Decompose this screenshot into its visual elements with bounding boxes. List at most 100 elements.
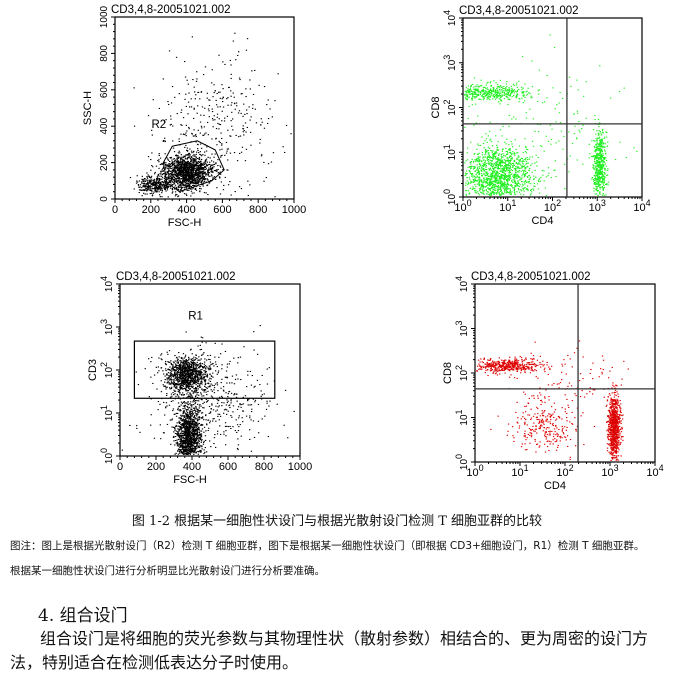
dot — [510, 85, 512, 87]
dot — [177, 155, 179, 157]
dot — [198, 156, 201, 158]
dot — [149, 185, 152, 187]
dot — [492, 173, 494, 175]
dot — [473, 166, 475, 168]
dot — [157, 182, 159, 184]
dot — [188, 189, 190, 191]
dot — [485, 181, 487, 183]
dot — [159, 181, 161, 183]
dot — [492, 180, 494, 182]
dot — [197, 371, 200, 373]
dot — [516, 178, 518, 180]
dot — [205, 150, 208, 152]
dot — [512, 164, 515, 166]
dot — [186, 384, 188, 386]
dot — [500, 185, 502, 187]
dot — [524, 180, 527, 182]
dot — [180, 169, 182, 171]
dot — [166, 185, 168, 187]
dot — [485, 186, 487, 188]
dot — [471, 175, 473, 177]
dot — [509, 170, 511, 172]
dot — [518, 88, 520, 90]
dot — [510, 151, 512, 153]
dot — [508, 178, 510, 180]
dot — [480, 169, 482, 171]
dot — [517, 175, 519, 177]
dot — [171, 161, 174, 163]
dot — [594, 162, 596, 164]
dot — [525, 112, 527, 114]
dot — [164, 185, 166, 187]
dot — [215, 370, 217, 372]
dot — [149, 181, 151, 183]
x-tick-label: 400 — [177, 204, 195, 216]
dot — [205, 163, 207, 165]
dot — [490, 138, 492, 140]
x-tick-label: 1000 — [282, 204, 306, 216]
dot — [186, 180, 188, 182]
dot — [239, 135, 242, 137]
dot — [193, 150, 195, 152]
dot — [496, 188, 498, 190]
dot — [497, 91, 500, 93]
dot — [154, 189, 156, 191]
dot — [175, 161, 178, 163]
dot — [227, 184, 230, 186]
dot — [189, 157, 192, 159]
dot — [154, 186, 156, 188]
dot — [545, 176, 548, 178]
dot — [497, 89, 499, 91]
dot — [182, 173, 185, 175]
dot — [487, 96, 489, 98]
dot — [576, 138, 578, 140]
dot — [494, 91, 497, 93]
dot — [524, 175, 526, 177]
dot — [596, 168, 599, 170]
dot — [533, 179, 535, 181]
dot — [504, 170, 507, 172]
dot — [510, 152, 512, 154]
dot — [178, 138, 180, 140]
dot — [230, 73, 232, 75]
dot — [614, 159, 617, 161]
dot — [545, 135, 547, 137]
dot — [180, 133, 182, 135]
dot — [139, 186, 141, 188]
dot — [205, 173, 207, 175]
dot — [195, 141, 197, 143]
dot — [595, 177, 597, 179]
dot — [193, 86, 195, 88]
dot — [176, 186, 178, 188]
dot — [497, 172, 499, 174]
dot — [192, 177, 194, 179]
dot — [494, 172, 496, 174]
dot — [596, 188, 598, 190]
dot — [597, 163, 599, 165]
dot — [571, 143, 574, 145]
dot — [203, 171, 205, 173]
dot — [501, 159, 503, 161]
dot — [169, 160, 171, 162]
dot — [497, 175, 499, 177]
dot — [598, 183, 600, 185]
dot — [604, 173, 606, 175]
dot — [526, 90, 528, 92]
dot — [149, 180, 152, 182]
dot — [515, 163, 517, 165]
dot — [486, 183, 489, 185]
dot — [466, 99, 469, 101]
dot — [516, 167, 518, 169]
dot — [159, 189, 162, 191]
dot — [507, 149, 510, 151]
dot — [184, 388, 187, 390]
dot — [554, 108, 556, 110]
dot — [137, 184, 140, 186]
x-tick-label: 800 — [249, 204, 267, 216]
dot — [506, 170, 508, 172]
dot — [175, 179, 177, 181]
dot — [530, 95, 532, 97]
dot — [202, 167, 205, 169]
dot — [212, 171, 214, 173]
dot — [208, 169, 210, 171]
